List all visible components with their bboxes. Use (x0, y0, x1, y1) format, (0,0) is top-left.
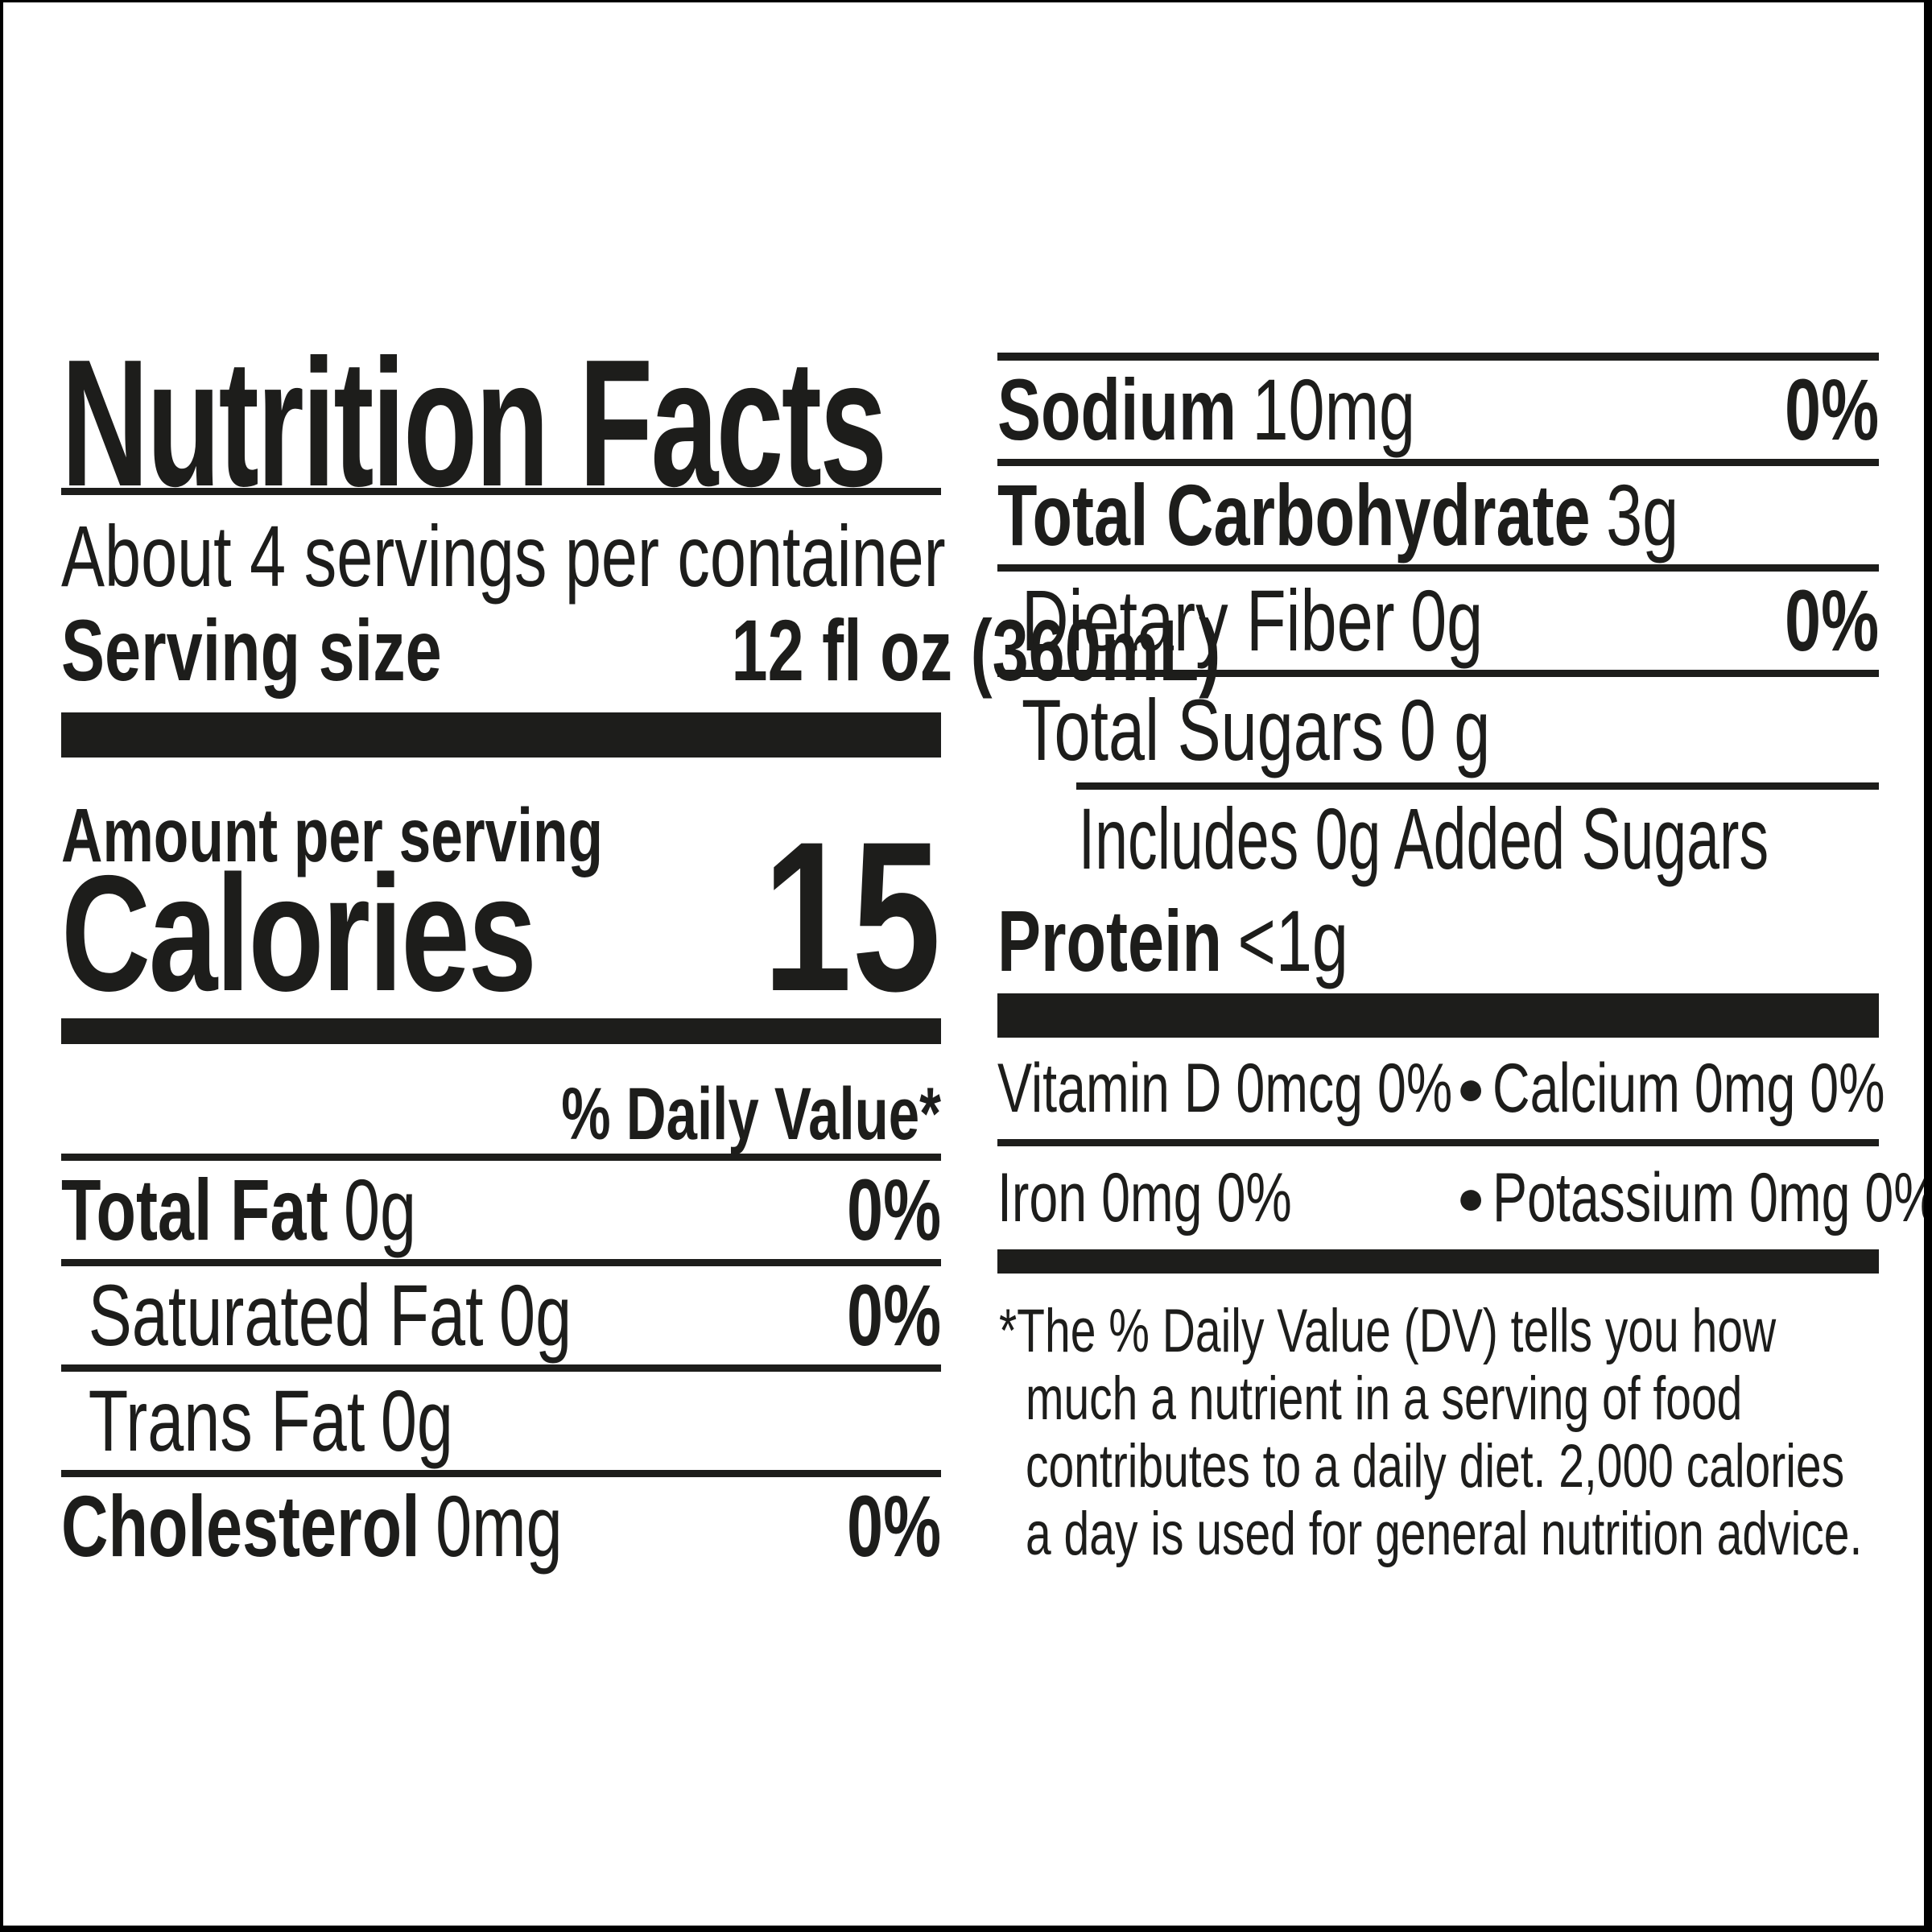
separator-bar-calories (61, 1018, 941, 1044)
vitamin-d-value: Vitamin D 0mcg 0% (997, 1050, 1453, 1127)
total-carbohydrate-name: Total Carbohydrate (997, 466, 1591, 564)
footnote-line: a day is used for general nutrition advi… (1026, 1500, 1863, 1568)
dietary-fiber-dv: 0% (1784, 572, 1879, 669)
sodium-name: Sodium (997, 361, 1236, 458)
servings-per-container: About 4 servings per container (61, 508, 946, 605)
daily-value-footnote: *The % Daily Value (DV) tells you how mu… (997, 1298, 1879, 1568)
calories-row: Calories 15 (61, 811, 941, 1024)
trans-fat-amount: 0g (380, 1372, 453, 1469)
micronutrients: Vitamin D 0mcg 0% ● Calcium 0mg 0% Iron … (997, 1038, 1924, 1249)
bullet-separator-icon: ● (1456, 1170, 1486, 1224)
total-fat-amount: 0g (343, 1161, 417, 1258)
dietary-fiber-name: Dietary Fiber (1022, 572, 1395, 669)
row-added-sugars: Includes 0g Added Sugars 0% (1076, 782, 1879, 888)
sodium-amount: 10mg (1252, 361, 1416, 458)
footnote-line: much a nutrient in a serving of food (1026, 1364, 1743, 1433)
cholesterol-amount: 0mg (436, 1477, 563, 1575)
left-nutrient-rows: Total Fat 0g 0% Saturated Fat 0g 0% Trans … (61, 1161, 941, 1575)
row-sodium: Sodium 10mg 0% (997, 361, 1879, 466)
micronutrient-row-1: Vitamin D 0mcg 0% ● Calcium 0mg 0% (997, 1038, 1885, 1146)
micronutrient-row-2: Iron 0mg 0% ● Potassium 0mg 0% (997, 1146, 1924, 1249)
calories-value: 15 (762, 798, 941, 1036)
separator-bar-thick (61, 712, 941, 758)
cholesterol-dv: 0% (846, 1477, 941, 1575)
total-sugars-name: Total Sugars (1022, 680, 1385, 778)
bullet-separator-icon: ● (1456, 1061, 1486, 1115)
row-protein: Protein <1g (997, 888, 1879, 993)
separator-bar-footnote (997, 1249, 1879, 1274)
total-carbohydrate-amount: 3g (1606, 466, 1679, 564)
sodium-dv: 0% (1784, 361, 1879, 458)
cholesterol-name: Cholesterol (61, 1477, 420, 1575)
row-total-sugars: Total Sugars 0 g (997, 677, 1879, 782)
serving-size-value: 12 fl oz (360mL) (731, 601, 1221, 699)
serving-size-label: Serving size (61, 601, 442, 699)
servings-per-container-text: About 4 servings per container (61, 507, 946, 605)
row-saturated-fat: Saturated Fat 0g 0% (61, 1266, 941, 1372)
dietary-fiber-amount: 0g (1410, 572, 1484, 669)
daily-value-header-text: % Daily Value* (561, 1073, 941, 1155)
rule-above-total-fat (61, 1154, 941, 1161)
rule-under-title (61, 488, 941, 495)
protein-amount: <1g (1237, 891, 1348, 989)
separator-bar-protein (997, 993, 1879, 1038)
protein-name: Protein (997, 891, 1223, 989)
row-trans-fat: Trans Fat 0g (61, 1372, 941, 1477)
potassium-value: Potassium 0mg 0% (1492, 1159, 1932, 1236)
rule-top-right-column (997, 353, 1879, 361)
row-dietary-fiber: Dietary Fiber 0g 0% (997, 572, 1879, 677)
total-fat-dv: 0% (846, 1161, 941, 1258)
added-sugars-name: Includes 0g Added Sugars (1078, 790, 1769, 887)
serving-size-row: Serving size 12 fl oz (360mL) (61, 601, 1221, 699)
row-total-fat: Total Fat 0g 0% (61, 1161, 941, 1266)
iron-value: Iron 0mg 0% (997, 1159, 1292, 1236)
footnote-line: *The % Daily Value (DV) tells you how (999, 1297, 1777, 1365)
total-sugars-amount: 0 g (1399, 680, 1491, 778)
calcium-value: Calcium 0mg 0% (1492, 1050, 1885, 1127)
amount-per-serving: Amount per serving (61, 794, 941, 878)
total-fat-name: Total Fat (61, 1161, 328, 1258)
amount-per-serving-text: Amount per serving (61, 793, 604, 878)
saturated-fat-dv: 0% (846, 1266, 941, 1364)
label-title: Nutrition Facts (61, 321, 887, 524)
trans-fat-name: Trans Fat (88, 1372, 365, 1469)
daily-value-header: % Daily Value* (61, 1073, 941, 1155)
saturated-fat-amount: 0g (499, 1266, 572, 1364)
row-cholesterol: Cholesterol 0mg 0% (61, 1477, 941, 1575)
calories-label: Calories (61, 841, 537, 1026)
footnote-line: contributes to a daily diet. 2,000 calor… (1026, 1432, 1845, 1501)
saturated-fat-name: Saturated Fat (88, 1266, 484, 1364)
